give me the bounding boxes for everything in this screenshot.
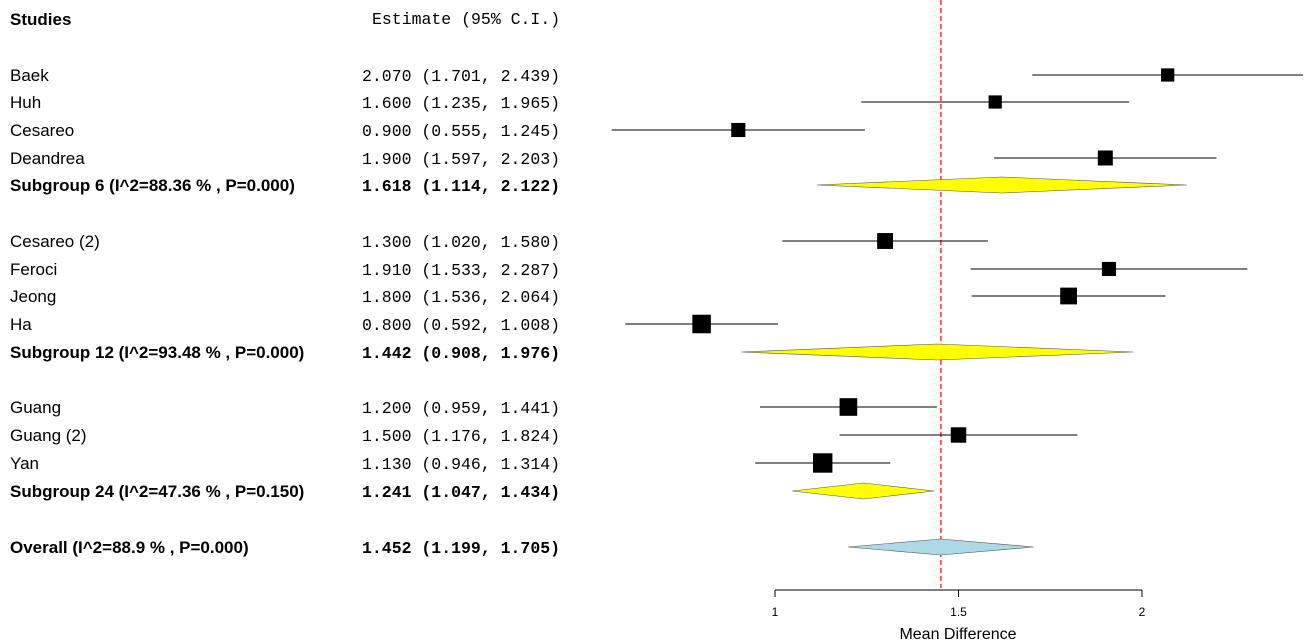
study-marker	[988, 95, 1002, 109]
row-estimate: 0.900 (0.555, 1.245)	[362, 122, 561, 141]
x-tick-label: 2	[1139, 605, 1146, 619]
row-estimate: 2.070 (1.701, 2.439)	[362, 67, 561, 86]
x-tick-label: 1	[772, 605, 779, 619]
x-axis-title: Mean Difference	[899, 626, 1016, 643]
study-marker	[877, 233, 894, 249]
row-estimate: 1.910 (1.533, 2.287)	[362, 261, 561, 280]
studies-header: Studies	[10, 10, 72, 29]
study-marker	[1060, 287, 1077, 305]
row-label: Guang (2)	[10, 426, 87, 445]
x-tick-label: 1.5	[950, 605, 967, 619]
row-label: Overall (I^2=88.9 % , P=0.000)	[10, 538, 249, 557]
x-axis: 1 1.5 2	[772, 589, 1146, 619]
row-label: Deandrea	[10, 149, 85, 168]
row-label: Subgroup 12 (I^2=93.48 % , P=0.000)	[10, 343, 305, 362]
row-label: Subgroup 6 (I^2=88.36 % , P=0.000)	[10, 176, 295, 195]
study-marker	[692, 314, 711, 334]
row-estimate: 1.618 (1.114, 2.122)	[362, 177, 561, 196]
row-estimate: 1.452 (1.199, 1.705)	[362, 539, 561, 558]
study-marker	[950, 427, 967, 443]
row-label: Jeong	[10, 287, 57, 306]
row-estimate: 1.241 (1.047, 1.434)	[362, 483, 561, 502]
subgroup-diamond	[741, 343, 1134, 361]
study-marker	[731, 122, 746, 138]
row-label: Huh	[10, 93, 42, 112]
row-estimate: 1.800 (1.536, 2.064)	[362, 288, 561, 307]
row-estimate: 1.300 (1.020, 1.580)	[362, 233, 561, 252]
row-label: Baek	[10, 66, 49, 85]
row-estimate: 1.500 (1.176, 1.824)	[362, 427, 561, 446]
row-label: Subgroup 24 (I^2=47.36 % , P=0.150)	[10, 482, 305, 501]
study-marker	[1161, 68, 1175, 82]
row-label: Yan	[10, 454, 39, 473]
row-label: Cesareo	[10, 121, 75, 140]
subgroup-diamond	[816, 176, 1187, 194]
study-marker	[813, 453, 833, 473]
row-label: Guang	[10, 398, 62, 417]
row-estimate: 1.600 (1.235, 1.965)	[362, 94, 561, 113]
row-estimate: 1.900 (1.597, 2.203)	[362, 150, 561, 169]
study-marker	[1097, 150, 1113, 166]
estimate-header: Estimate (95% C.I.)	[372, 10, 561, 29]
row-estimate: 1.200 (0.959, 1.441)	[362, 399, 561, 418]
study-marker	[1101, 261, 1117, 277]
row-label: Ha	[10, 315, 32, 334]
row-estimate: 1.442 (0.908, 1.976)	[362, 344, 561, 363]
subgroup-diamond	[792, 482, 935, 500]
row-label: Cesareo (2)	[10, 232, 100, 251]
overall-diamond	[848, 538, 1034, 556]
row-estimate: 1.130 (0.946, 1.314)	[362, 455, 561, 474]
row-label: Feroci	[10, 260, 58, 279]
study-marker	[839, 398, 858, 416]
row-estimate: 0.800 (0.592, 1.008)	[362, 316, 561, 335]
